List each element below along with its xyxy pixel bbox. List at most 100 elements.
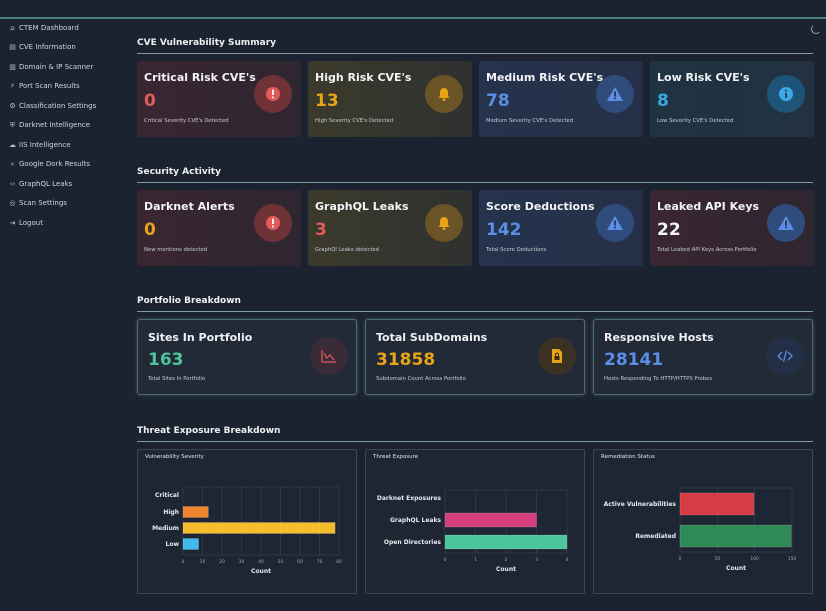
sidebar-item-logout[interactable]: ⇥ Logout	[0, 213, 128, 233]
sidebar-item-darknet-intelligence[interactable]: ⛨ Darknet Intelligence	[0, 116, 128, 136]
document-icon: ▤	[9, 43, 16, 52]
card-subtitle: Medium Severity CVE's Detected	[486, 118, 574, 124]
chart-panel: Threat Exposure 0 1 2 3 4 Darknet Exposures Gra…	[365, 449, 585, 594]
bell-icon	[425, 75, 463, 113]
x-tick-label: 50	[278, 559, 284, 565]
x-tick-label: 100	[750, 556, 759, 562]
category-label: Low	[166, 541, 180, 548]
x-tick-label: 2	[505, 557, 508, 563]
card-subtitle: Total Score Deductions	[486, 247, 547, 253]
stat-card[interactable]: Low Risk CVE's 8 Low Severity CVE's Detect…	[650, 61, 814, 137]
card-title: Total SubDomains	[376, 331, 488, 344]
bar-medium[interactable]	[182, 522, 336, 534]
sidebar-item-google-dork-results[interactable]: ⌕ Google Dork Results	[0, 155, 128, 175]
x-tick-label: 80	[336, 559, 342, 565]
stat-card[interactable]: Medium Risk CVE's 78 Medium Severity CVE's…	[479, 61, 643, 137]
sidebar-item-label: Scan Settings	[19, 199, 67, 208]
sidebar-item-cve-information[interactable]: ▤ CVE Information	[0, 38, 128, 58]
section-title-portfolio: Portfolio Breakdown	[137, 296, 241, 306]
sidebar-item-label: IIS Intelligence	[19, 140, 71, 149]
x-axis-title: Count	[496, 566, 516, 573]
sidebar-item-domain-ip-scanner[interactable]: ▥ Domain & IP Scanner	[0, 57, 128, 77]
bar-low[interactable]	[182, 538, 199, 550]
warning-triangle-icon	[596, 75, 634, 113]
lock-file-icon	[538, 337, 576, 375]
card-subtitle: High Severity CVE's Detected	[315, 118, 394, 124]
card-title: High Risk CVE's	[315, 71, 412, 84]
sidebar-item-label: GraphQL Leaks	[19, 179, 73, 188]
alert-circle-icon	[254, 204, 292, 242]
card-subtitle: Hosts Responding To HTTP/HTTPS Probes	[604, 376, 713, 382]
sidebar-item-label: Logout	[19, 218, 43, 227]
stat-card[interactable]: Critical Risk CVE's 0 Critical Severity CV…	[137, 61, 301, 137]
card-subtitle: Low Severity CVE's Detected	[657, 118, 734, 124]
chart-title: Remediation Status	[601, 454, 655, 460]
bar-graphql-leaks[interactable]	[444, 512, 537, 528]
card-subtitle: Critical Severity CVE's Detected	[144, 118, 229, 124]
chart-title: Threat Exposure	[373, 454, 419, 460]
bar-chart: 0 10 20 30 40 50 60 70 80 Critical High Medium Low Co…	[152, 486, 342, 575]
sidebar-item-scan-settings[interactable]: ◎ Scan Settings	[0, 194, 128, 214]
line-chart-icon	[310, 337, 348, 375]
card-title: Responsive Hosts	[604, 331, 714, 344]
portfolio-card[interactable]: Responsive Hosts 28141 Hosts Responding To…	[593, 319, 813, 395]
x-tick-label: 70	[317, 559, 323, 565]
x-tick-label: 20	[219, 559, 225, 565]
card-title: Leaked API Keys	[657, 200, 760, 213]
category-label: Darknet Exposures	[377, 495, 442, 502]
stat-card[interactable]: GraphQL Leaks 3 GraphQl Leaks detected	[308, 190, 472, 266]
search-icon: ⌕	[10, 159, 15, 168]
card-value: 78	[486, 91, 510, 111]
sidebar-item-classification-settings[interactable]: ⚙ Classification Settings	[0, 96, 128, 116]
card-value: 13	[315, 91, 339, 111]
sidebar-item-ctem-dashboard[interactable]: ⌂ CTEM Dashboard	[0, 18, 128, 38]
x-tick-label: 10	[200, 559, 206, 565]
x-tick-label: 150	[788, 556, 797, 562]
category-label: Remediated	[635, 533, 676, 540]
card-subtitle: Total Leaked API Keys Across Portfolio	[657, 247, 757, 253]
sidebar-item-label: Google Dork Results	[19, 160, 91, 169]
card-title: GraphQL Leaks	[315, 200, 409, 213]
portfolio-card[interactable]: Sites In Portfolio 163 Total Sites In Port…	[137, 319, 357, 395]
stat-card[interactable]: Darknet Alerts 0 New mentions detected	[137, 190, 301, 266]
sidebar-item-iis-intelligence[interactable]: ☁ IIS Intelligence	[0, 135, 128, 155]
category-label: Active Vulnerabilities	[604, 501, 677, 508]
section-divider	[137, 441, 813, 442]
section-title-activity: Security Activity	[137, 167, 221, 177]
x-tick-label: 4	[566, 557, 569, 563]
code-icon	[766, 337, 804, 375]
card-value: 0	[144, 220, 156, 240]
bar-active-vulnerabilities[interactable]	[679, 492, 755, 516]
stat-card[interactable]: High Risk CVE's 13 High Severity CVE's Det…	[308, 61, 472, 137]
category-label: Critical	[155, 492, 179, 499]
info-icon	[767, 75, 805, 113]
loading-spinner-icon	[811, 24, 821, 34]
card-title: Sites In Portfolio	[148, 331, 253, 344]
sidebar-item-graphql-leaks[interactable]: ‹› GraphQL Leaks	[0, 174, 128, 194]
card-value: 142	[486, 220, 522, 240]
sidebar-item-label: CTEM Dashboard	[19, 23, 79, 32]
bar-chart: 0 1 2 3 4 Darknet Exposures GraphQL Leaks Open …	[377, 489, 569, 573]
section-title-cve: CVE Vulnerability Summary	[137, 38, 277, 48]
x-tick-label: 30	[239, 559, 245, 565]
bar-open-directories[interactable]	[444, 534, 568, 550]
card-value: 3	[315, 220, 327, 240]
shield-icon: ⛨	[9, 120, 16, 129]
category-label: Medium	[152, 525, 179, 532]
bar-remediated[interactable]	[679, 524, 792, 548]
x-tick-label: 3	[535, 557, 538, 563]
sidebar-item-label: Classification Settings	[19, 101, 97, 110]
stat-card[interactable]: Score Deductions 142 Total Score Deduction…	[479, 190, 643, 266]
category-label: Open Directories	[384, 539, 442, 546]
cloud-icon: ☁	[9, 140, 16, 149]
bar-high[interactable]	[182, 506, 209, 518]
x-tick-label: 0	[182, 559, 185, 565]
card-title: Low Risk CVE's	[657, 71, 750, 84]
section-title-threat: Threat Exposure Breakdown	[137, 426, 281, 436]
settings-icon: ◎	[9, 199, 16, 208]
portfolio-card[interactable]: Total SubDomains 31858 Subdomain Count Acr…	[365, 319, 585, 395]
stat-card[interactable]: Leaked API Keys 22 Total Leaked API Keys A…	[650, 190, 814, 266]
sidebar-item-label: Darknet Intelligence	[19, 121, 91, 130]
sidebar-item-port-scan-results[interactable]: ⚡ Port Scan Results	[0, 77, 128, 97]
section-divider	[137, 53, 813, 54]
